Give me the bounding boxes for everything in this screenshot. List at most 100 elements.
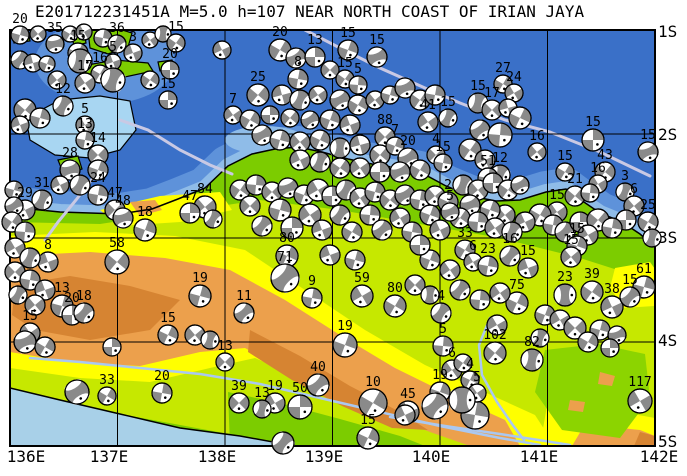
depth-label: 82 — [524, 335, 540, 350]
focal-mechanism-marker — [239, 195, 261, 217]
longitude-label: 140E — [412, 447, 451, 466]
focal-mechanism-marker — [34, 336, 56, 358]
depth-label: 5 — [81, 102, 89, 117]
focal-mechanism-marker — [97, 386, 117, 406]
focal-mechanism-marker — [347, 94, 369, 116]
focal-mechanism-marker — [440, 202, 460, 222]
focal-mechanism-marker — [64, 379, 90, 405]
focal-mechanism-marker — [59, 159, 81, 181]
focal-mechanism-marker — [520, 348, 544, 372]
depth-label: 16 — [590, 161, 606, 176]
elevation-orange_dark — [634, 432, 655, 446]
latitude-label: 3S — [658, 228, 677, 247]
plate-boundary-line — [118, 118, 234, 176]
focal-mechanism-marker — [467, 383, 487, 403]
depth-label: 25 — [250, 70, 266, 85]
focal-mechanism-marker — [600, 338, 620, 358]
focal-mechanism-marker — [487, 122, 513, 148]
depth-label: 19 — [192, 271, 208, 286]
depth-label: 13 — [54, 281, 70, 296]
depth-label: 20 — [162, 47, 178, 62]
depth-label: 47 — [107, 186, 123, 201]
focal-mechanism-marker — [4, 196, 24, 216]
depth-label: 48 — [115, 194, 131, 209]
depth-label: 6 — [448, 346, 456, 361]
depth-label: 35 — [47, 21, 63, 36]
depth-label: 15 — [160, 311, 176, 326]
depth-label: 6 — [630, 182, 638, 197]
depth-label: 50 — [292, 381, 308, 396]
focal-mechanism-marker — [47, 70, 67, 90]
focal-mechanism-marker — [474, 149, 496, 171]
depth-label: 15 — [520, 244, 536, 259]
focal-mechanism-marker — [383, 294, 407, 318]
focal-mechanism-marker — [642, 228, 662, 248]
depth-label: 102 — [483, 328, 506, 343]
depth-label: 8 — [294, 55, 302, 70]
focal-mechanism-marker — [308, 85, 328, 105]
focal-mechanism-marker — [304, 46, 326, 68]
focal-mechanism-marker — [19, 247, 41, 269]
focal-mechanism-marker — [350, 284, 374, 308]
focal-mechanism-marker — [332, 332, 358, 358]
focal-mechanism-marker — [245, 174, 267, 196]
depth-label: 15 — [22, 309, 38, 324]
focal-mechanism-marker — [501, 221, 523, 243]
focal-mechanism-marker — [420, 391, 450, 421]
focal-mechanism-marker — [104, 249, 130, 275]
depth-label: 47 — [182, 189, 198, 204]
depth-label: 5 — [109, 40, 117, 55]
depth-label: 36 — [109, 21, 125, 36]
depth-label: 33 — [457, 226, 473, 241]
focal-mechanism-marker — [14, 221, 36, 243]
focal-mechanism-marker — [329, 157, 351, 179]
focal-mechanism-marker — [309, 129, 331, 151]
focal-mechanism-marker — [449, 279, 471, 301]
depth-label: 117 — [628, 375, 651, 390]
focal-mechanism-marker — [277, 177, 299, 199]
focal-mechanism-marker — [349, 157, 371, 179]
focal-mechanism-marker — [37, 251, 59, 273]
focal-mechanism-marker — [319, 244, 341, 266]
depth-label: 23 — [557, 270, 573, 285]
focal-mechanism-marker — [10, 25, 30, 45]
depth-label: 15 — [160, 77, 176, 92]
depth-label: 21 — [567, 172, 583, 187]
focal-mechanism-marker — [394, 77, 416, 99]
focal-mechanism-marker — [580, 280, 604, 304]
depth-label: 2 — [444, 178, 452, 193]
focal-mechanism-marker — [311, 219, 333, 241]
depth-label: 15 — [369, 33, 385, 48]
depth-label: 6 — [469, 239, 477, 254]
focal-mechanisms — [1, 23, 662, 455]
focal-mechanism-marker — [439, 259, 461, 281]
depth-label: 13 — [77, 117, 93, 132]
focal-mechanism-marker — [504, 83, 524, 103]
focal-mechanism-marker — [52, 95, 74, 117]
focal-mechanism-marker — [157, 324, 179, 346]
focal-mechanism-marker — [287, 394, 313, 420]
focal-mechanism-marker — [469, 119, 491, 141]
focal-mechanism-marker — [627, 388, 653, 414]
depth-label: 4 — [466, 357, 474, 372]
focal-mechanism-marker — [24, 294, 46, 316]
focal-mechanism-marker — [179, 202, 201, 224]
focal-mechanism-marker — [8, 285, 28, 305]
depth-label: 14 — [90, 131, 106, 146]
focal-mechanism-marker — [268, 198, 292, 222]
focal-mechanism-marker — [280, 108, 300, 128]
depth-label: 19 — [432, 368, 448, 383]
focal-mechanism-marker — [517, 257, 539, 279]
focal-mechanism-marker — [280, 216, 304, 240]
focal-mechanism-marker — [329, 204, 351, 226]
depth-label: 75 — [509, 278, 525, 293]
depth-label: 10 — [365, 375, 381, 390]
depth-label: 24 — [90, 171, 106, 186]
depth-label: 31 — [34, 176, 50, 191]
depth-label: 20 — [400, 134, 416, 149]
focal-mechanism-marker — [228, 392, 250, 414]
focal-mechanism-marker — [514, 211, 536, 233]
focal-mechanism-marker — [268, 38, 292, 62]
focal-mechanism-marker — [154, 25, 172, 43]
focal-mechanism-marker — [100, 67, 126, 93]
